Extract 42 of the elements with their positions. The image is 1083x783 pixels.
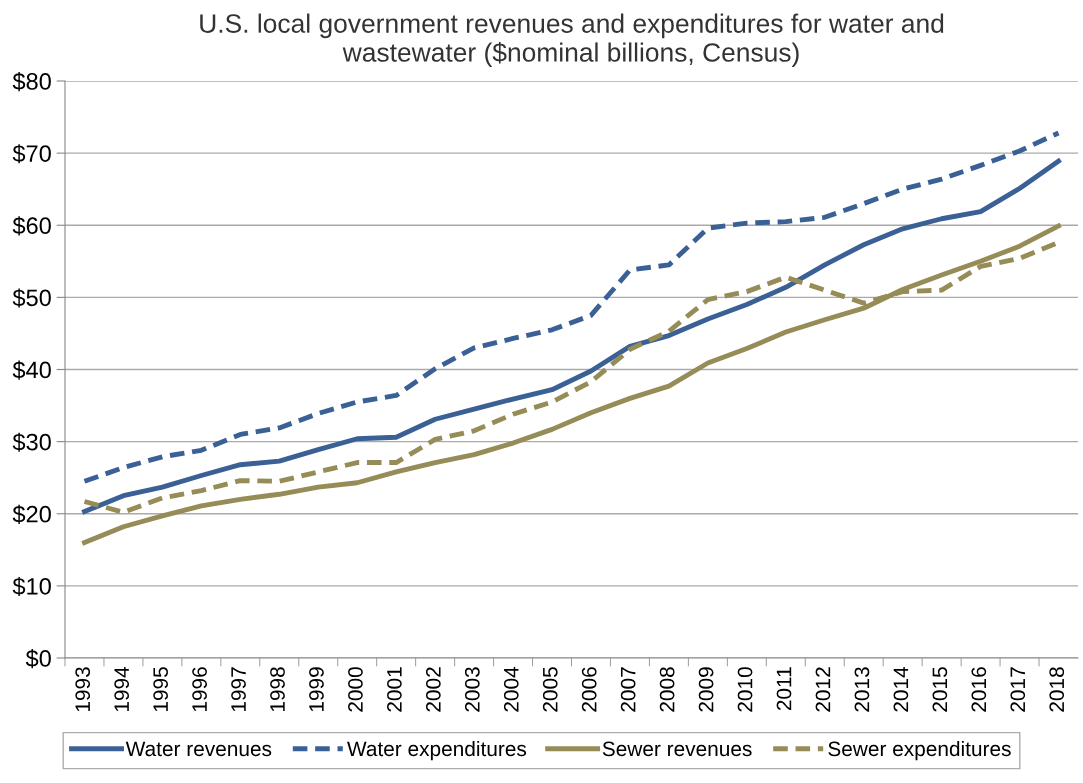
x-tick-label: 2000 [348,667,363,712]
x-tick-label: 2018 [1049,667,1065,712]
x-tick-label: 2012 [815,667,831,712]
x-tick-label: 2011 [776,667,792,711]
y-tick-label: $0 [25,649,51,669]
x-tick-label: 2003 [464,667,480,712]
x-tick-label: 1997 [231,667,246,712]
x-tick-label: 1996 [192,667,207,712]
x-tick-label: 2017 [1010,667,1026,712]
x-tick-label: 2009 [698,667,714,712]
y-tick-label: $80 [12,72,51,92]
x-tick-label: 2002 [425,667,441,712]
x-tick-label: 2006 [581,667,597,712]
x-tick-label: 2013 [854,667,870,712]
x-tick-label: 1993 [75,667,91,712]
legend-label: Water revenues [125,741,272,757]
x-tick-label: 2008 [659,667,675,712]
x-tick-label: 1999 [309,667,324,712]
x-tick-label: 2016 [971,667,987,712]
line-series [82,158,1061,515]
x-tick-label: 1994 [114,666,130,712]
y-tick-label: $60 [12,216,51,236]
x-tick-label: 2014 [893,666,909,712]
y-tick-label: $30 [12,432,51,452]
y-tick-label: $70 [12,144,51,164]
x-tick-label: 1995 [153,667,168,712]
x-tick-label: 1998 [270,667,285,712]
x-tick-label: 2005 [542,667,558,712]
legend-label: Sewer expenditures [828,740,1011,761]
line-series [82,130,1061,484]
x-tick-label: 2015 [932,667,948,712]
legend-label: Water expenditures [347,740,527,761]
legend-label: Sewer revenues [602,741,752,757]
y-tick-label: $20 [12,504,51,524]
x-tick-label: 2010 [737,667,753,712]
x-tick-label: 2001 [387,667,402,712]
y-tick-label: $10 [12,576,51,597]
chart-title: U.S. local government revenues and expenditures for water and wastewater ($nominal billions, Census) [200,13,944,68]
x-tick-label: 2004 [503,666,519,712]
x-tick-label: 2007 [620,667,636,712]
y-tick-label: $40 [12,360,51,380]
y-tick-label: $50 [12,288,51,308]
